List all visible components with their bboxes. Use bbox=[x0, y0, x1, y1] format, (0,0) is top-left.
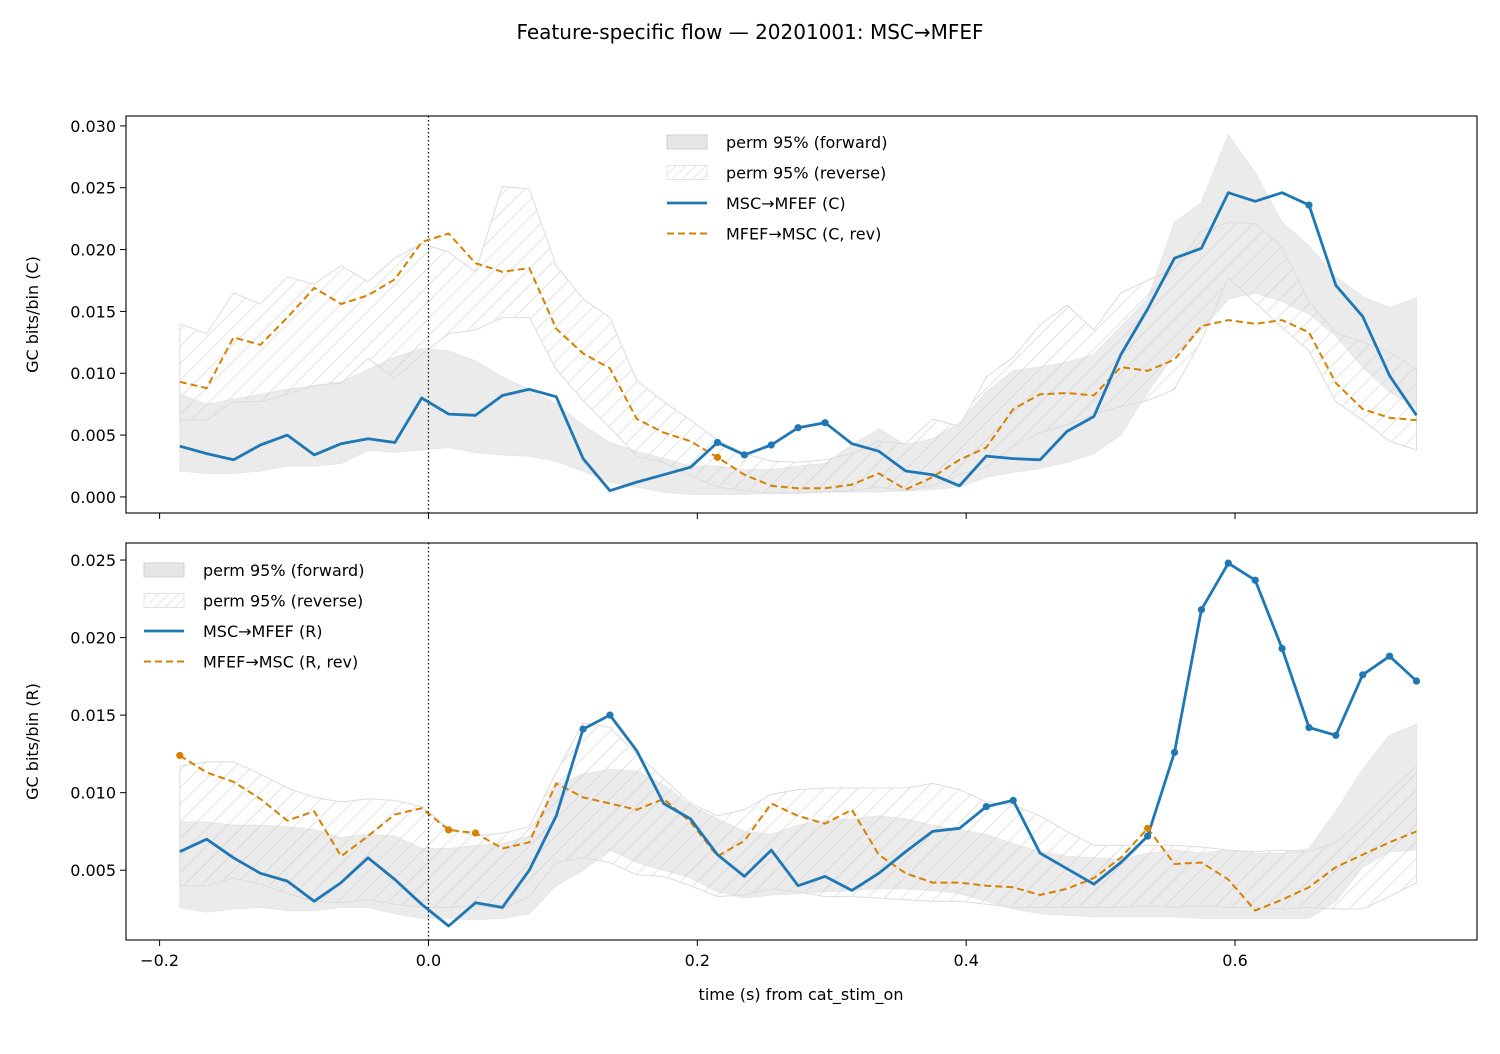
forward-significant-point bbox=[982, 803, 990, 811]
forward-significant-point bbox=[579, 725, 587, 733]
forward-significant-point bbox=[1197, 606, 1206, 614]
forward-significant-point bbox=[713, 438, 722, 447]
y-axis-label: GC bits/bin (C) bbox=[23, 256, 42, 373]
y-tick-label: 0.005 bbox=[70, 426, 116, 445]
forward-significant-point bbox=[1009, 796, 1017, 805]
forward-significant-point bbox=[1332, 731, 1340, 739]
band-reverse bbox=[179, 185, 1417, 494]
series-reverse-line bbox=[179, 232, 1417, 491]
axes-frame bbox=[125, 115, 1478, 514]
forward-significant-point bbox=[1305, 201, 1313, 209]
legend: perm 95% (forward) perm 95% (reverse) MSC→… bbox=[143, 561, 364, 672]
y-tick-label: 0.030 bbox=[70, 117, 116, 136]
y-tick-label: 0.025 bbox=[70, 179, 116, 198]
legend-swatch-reverse-band bbox=[143, 593, 185, 608]
forward-significant-point bbox=[1251, 576, 1259, 584]
y-tick-label: 0.005 bbox=[70, 861, 116, 880]
forward-significant-point bbox=[1386, 652, 1394, 660]
y-tick-label: 0.020 bbox=[70, 241, 116, 260]
forward-significant-point bbox=[1305, 723, 1313, 732]
legend-label: perm 95% (reverse) bbox=[203, 592, 363, 611]
legend-label: MFEF→MSC (R, rev) bbox=[203, 653, 358, 672]
x-axis-label: time (s) from cat_stim_on bbox=[699, 985, 904, 1005]
series-forward-line bbox=[179, 561, 1418, 928]
legend-swatch-forward-band bbox=[143, 562, 185, 578]
x-tick-label: 0.4 bbox=[953, 951, 978, 970]
y-tick-label: 0.000 bbox=[70, 488, 116, 507]
reverse-significant-point bbox=[471, 829, 480, 837]
figure-title: Feature-specific flow — 20201001: MSC→MF… bbox=[516, 20, 983, 44]
reverse-significant-point bbox=[445, 826, 453, 834]
forward-significant-point bbox=[606, 711, 614, 719]
y-axis-label: GC bits/bin (R) bbox=[23, 683, 42, 800]
y-tick-label: 0.010 bbox=[70, 784, 116, 803]
reverse-significant-point bbox=[176, 751, 184, 760]
plot-area bbox=[179, 116, 1418, 513]
y-tick-label: 0.015 bbox=[70, 302, 116, 321]
legend-label: perm 95% (forward) bbox=[726, 133, 887, 152]
y-tick-label: 0.015 bbox=[70, 706, 116, 725]
reverse-significant-point bbox=[713, 453, 722, 461]
forward-significant-point bbox=[821, 419, 829, 427]
series-reverse-line bbox=[179, 754, 1417, 912]
legend-label: MFEF→MSC (C, rev) bbox=[726, 225, 881, 244]
x-tick-label: 0.2 bbox=[685, 951, 710, 970]
panel-0: 0.000 0.005 0.010 0.015 0.020 0.025 0.030 GC bi… bbox=[23, 115, 1478, 519]
forward-significant-point bbox=[794, 424, 802, 432]
axes-frame bbox=[125, 542, 1478, 941]
x-tick-label: −0.2 bbox=[140, 951, 179, 970]
plot-area bbox=[176, 543, 1421, 940]
forward-significant-point bbox=[767, 441, 775, 449]
y-tick-label: 0.020 bbox=[70, 629, 116, 648]
forward-significant-point bbox=[1412, 677, 1421, 685]
forward-significant-point bbox=[1170, 748, 1179, 756]
legend-label: MSC→MFEF (R) bbox=[203, 622, 323, 641]
legend-swatch-reverse-band bbox=[666, 165, 708, 180]
x-tick-label: 0.6 bbox=[1222, 951, 1247, 970]
forward-significant-point bbox=[740, 451, 748, 459]
x-tick-label: 0.0 bbox=[416, 951, 441, 970]
legend-swatch-forward-band bbox=[666, 134, 708, 150]
legend-label: MSC→MFEF (C) bbox=[726, 194, 846, 213]
forward-significant-point bbox=[1224, 559, 1232, 567]
forward-significant-point bbox=[1359, 671, 1367, 679]
reverse-significant-point bbox=[1144, 824, 1152, 832]
y-tick-label: 0.010 bbox=[70, 364, 116, 383]
forward-significant-point bbox=[1144, 832, 1152, 840]
forward-significant-point bbox=[1278, 644, 1286, 653]
y-tick-label: 0.025 bbox=[70, 551, 116, 570]
panel-1: −0.2 0.0 0.2 0.4 0.6 0.005 0.010 0.015 0.020 0.02… bbox=[23, 542, 1478, 970]
legend-label: perm 95% (reverse) bbox=[726, 164, 886, 183]
legend-label: perm 95% (forward) bbox=[203, 561, 364, 580]
band-reverse bbox=[179, 722, 1417, 910]
legend: perm 95% (forward) perm 95% (reverse) MSC→… bbox=[666, 133, 887, 244]
